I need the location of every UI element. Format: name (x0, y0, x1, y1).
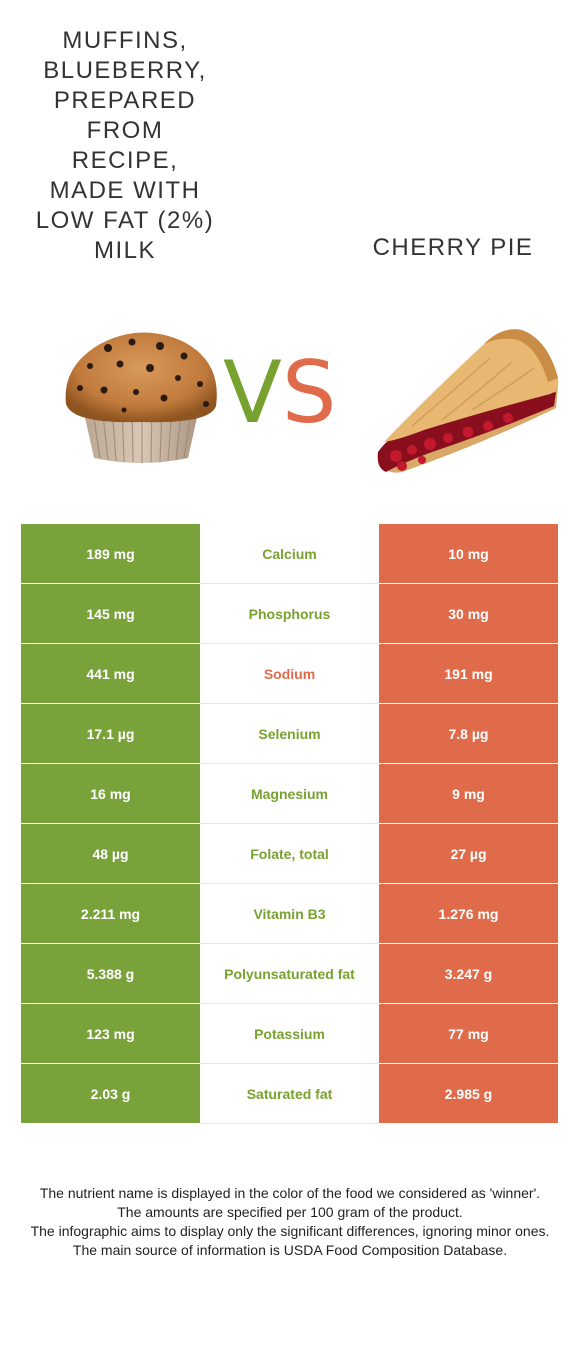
right-food-value: 2.985 g (379, 1063, 558, 1124)
left-food-value: 17.1 µg (21, 703, 200, 764)
nutrient-comparison-table: 189 mg Calcium 10 mg 145 mg Phosphorus 30 mg 4… (21, 524, 558, 1124)
footer-notes: The nutrient name is displayed in the co… (15, 1184, 565, 1260)
left-food-value: 5.388 g (21, 943, 200, 1004)
left-food-value: 441 mg (21, 643, 200, 704)
vs-s-letter: S (281, 343, 337, 443)
right-food-value: 3.247 g (379, 943, 558, 1004)
left-food-value: 123 mg (21, 1003, 200, 1064)
right-food-value: 77 mg (379, 1003, 558, 1064)
right-food-value: 1.276 mg (379, 883, 558, 944)
left-food-title: Muffins, blueberry, prepared from recipe… (35, 27, 215, 264)
vs-v-letter: V (223, 343, 282, 443)
nutrient-row: 441 mg Sodium 191 mg (21, 643, 558, 704)
nutrient-name: Phosphorus (200, 583, 379, 644)
nutrient-name: Sodium (200, 643, 379, 704)
left-food-value: 48 µg (21, 823, 200, 884)
cherry-pie-image (377, 329, 559, 473)
right-food-value: 9 mg (379, 763, 558, 824)
vs-label: VS (223, 343, 336, 443)
left-food-value: 16 mg (21, 763, 200, 824)
right-food-value: 27 µg (379, 823, 558, 884)
nutrient-row: 145 mg Phosphorus 30 mg (21, 583, 558, 644)
left-food-value: 2.211 mg (21, 883, 200, 944)
right-food-value: 10 mg (379, 524, 558, 584)
nutrient-name: Folate, total (200, 823, 379, 884)
right-food-value: 7.8 µg (379, 703, 558, 764)
nutrient-name: Polyunsaturated fat (200, 943, 379, 1004)
nutrient-name: Selenium (200, 703, 379, 764)
nutrient-name: Potassium (200, 1003, 379, 1064)
right-food-value: 191 mg (379, 643, 558, 704)
nutrient-row: 2.211 mg Vitamin B3 1.276 mg (21, 883, 558, 944)
right-food-title: Cherry pie (372, 234, 534, 261)
nutrient-row: 16 mg Magnesium 9 mg (21, 763, 558, 824)
nutrient-name: Magnesium (200, 763, 379, 824)
left-food-value: 2.03 g (21, 1063, 200, 1124)
nutrient-row: 189 mg Calcium 10 mg (21, 524, 558, 584)
nutrient-row: 48 µg Folate, total 27 µg (21, 823, 558, 884)
nutrient-row: 2.03 g Saturated fat 2.985 g (21, 1063, 558, 1124)
left-food-value: 145 mg (21, 583, 200, 644)
footer-note: The amounts are specified per 100 gram o… (117, 1204, 463, 1220)
footer-note: The infographic aims to display only the… (30, 1223, 550, 1239)
nutrient-row: 17.1 µg Selenium 7.8 µg (21, 703, 558, 764)
nutrient-name: Calcium (200, 524, 379, 584)
muffin-image (65, 332, 217, 463)
nutrient-row: 123 mg Potassium 77 mg (21, 1003, 558, 1064)
nutrient-name: Vitamin B3 (200, 883, 379, 944)
right-food-value: 30 mg (379, 583, 558, 644)
left-food-value: 189 mg (21, 524, 200, 584)
nutrient-name: Saturated fat (200, 1063, 379, 1124)
footer-note: The main source of information is USDA F… (72, 1242, 508, 1258)
footer-note: The nutrient name is displayed in the co… (39, 1185, 541, 1201)
nutrient-row: 5.388 g Polyunsaturated fat 3.247 g (21, 943, 558, 1004)
